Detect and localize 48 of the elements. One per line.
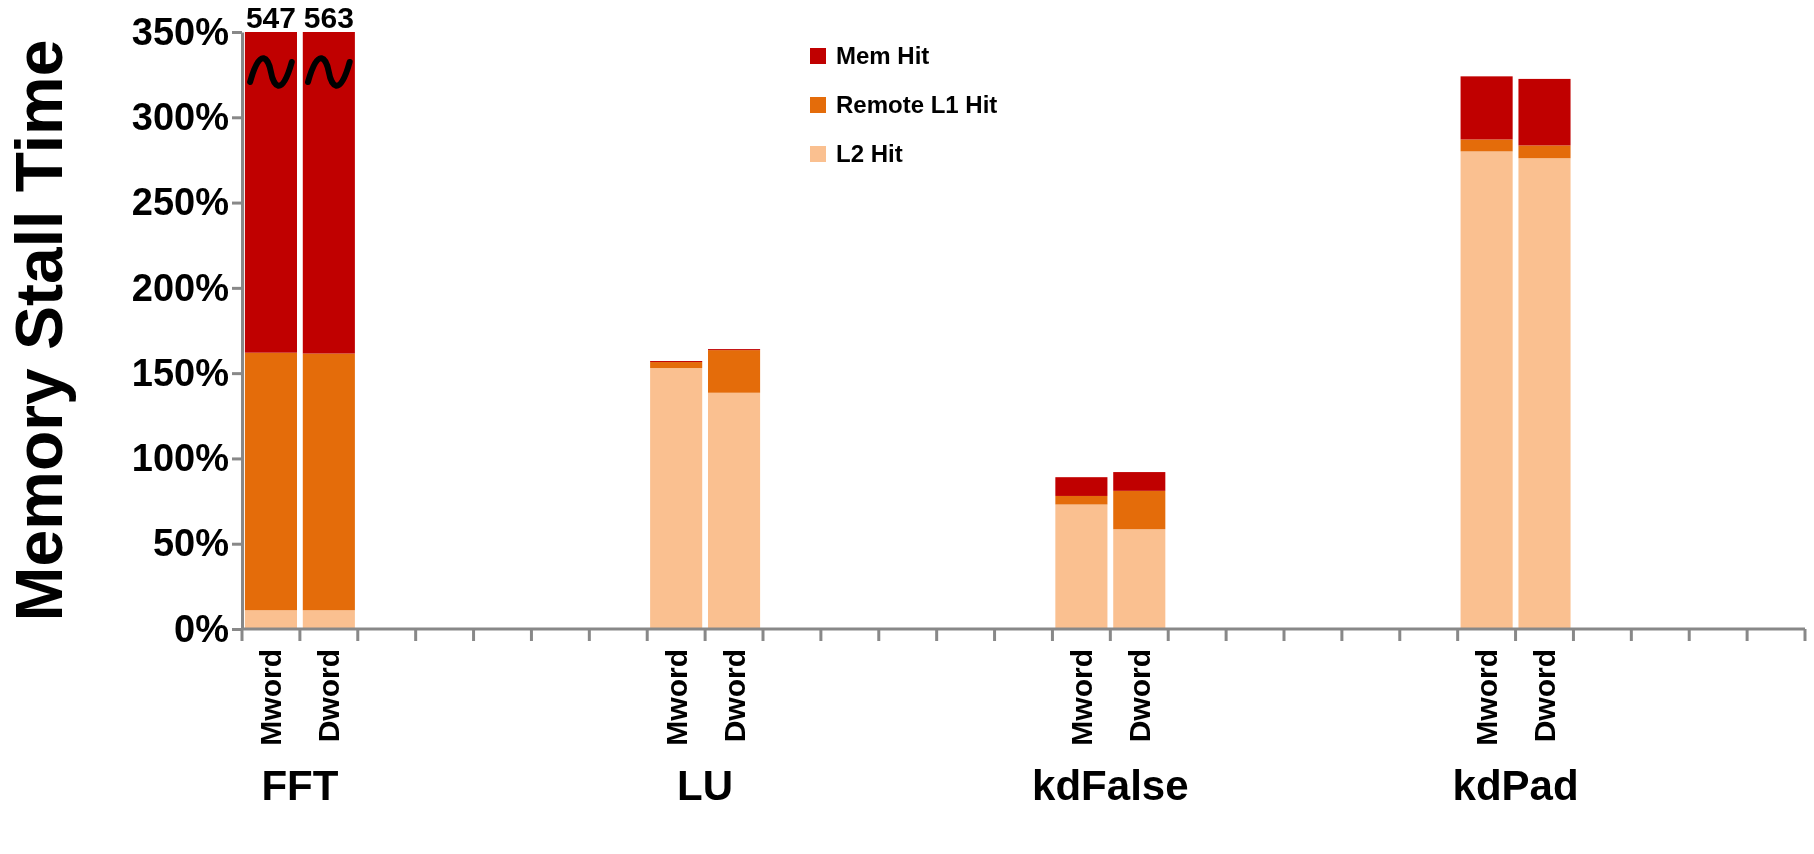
bar [708, 392, 761, 629]
bar [708, 350, 761, 393]
x-tick-label: Mword [1064, 649, 1098, 746]
y-tick-label: 150% [131, 351, 229, 394]
bar [1460, 139, 1513, 152]
bar [1055, 495, 1108, 505]
x-tick-label: Dword [1528, 649, 1561, 743]
y-tick-label: 250% [131, 181, 229, 224]
y-axis-title: Memory Stall Time [2, 39, 76, 622]
text: LU [677, 762, 734, 809]
bar [1113, 529, 1166, 629]
y-tick-label: 0% [174, 607, 229, 650]
legend-label: L2 Hit [836, 140, 903, 168]
bar [1055, 477, 1108, 496]
y-tick-label: 300% [131, 95, 229, 138]
x-tick-label: Dword [312, 649, 346, 743]
bar [650, 362, 703, 369]
text: FFT [261, 762, 339, 809]
bar [650, 368, 703, 629]
bar [1460, 151, 1513, 629]
y-tick-label: 50% [152, 522, 229, 565]
y-tick-label: 200% [131, 266, 229, 309]
text: kdPad [1452, 762, 1579, 809]
bar [244, 32, 297, 353]
bar [1460, 76, 1513, 140]
legend-label: Mem Hit [836, 42, 930, 70]
text: kdFalse [1032, 762, 1189, 809]
bar [1113, 472, 1166, 491]
bar [244, 610, 297, 629]
bar [1055, 504, 1108, 629]
bar [302, 32, 355, 354]
x-tick-label: Mword [254, 649, 288, 746]
y-tick-label: 100% [131, 437, 229, 480]
legend-label: Remote L1 Hit [836, 91, 998, 119]
x-tick-label: Mword [659, 649, 693, 746]
bar [1518, 78, 1571, 146]
y-tick-label: 350% [131, 10, 229, 53]
x-tick-label: Mword [1470, 649, 1504, 746]
bar [1518, 158, 1571, 629]
bar [1113, 490, 1166, 530]
bar [302, 353, 355, 611]
x-tick-label: Dword [717, 649, 751, 743]
annotation: 563 [303, 1, 354, 34]
x-tick-label: Dword [1122, 649, 1156, 743]
annotation: 547 [245, 1, 296, 34]
bar [244, 352, 297, 611]
bar [1518, 145, 1571, 159]
bar [302, 610, 355, 629]
